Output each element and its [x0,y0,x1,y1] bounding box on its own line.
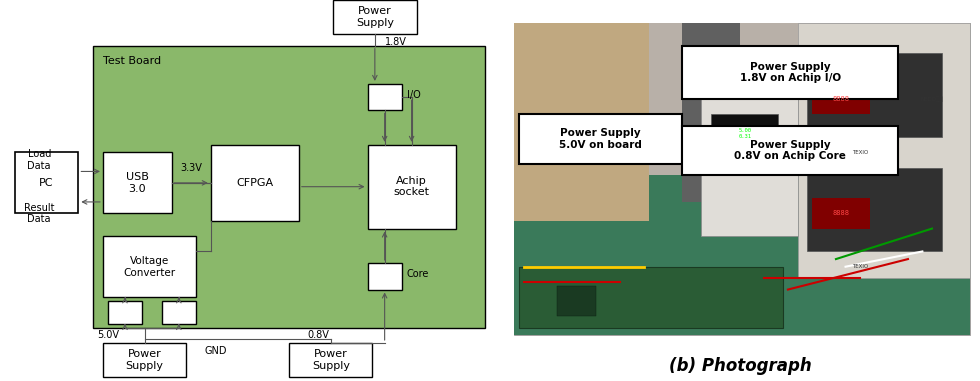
Text: Power
Supply: Power Supply [356,6,394,28]
Bar [93,46,485,328]
Text: 3.3V: 3.3V [180,163,202,173]
Text: TEXIO: TEXIO [852,264,868,269]
Text: Power Supply
0.8V on Achip Core: Power Supply 0.8V on Achip Core [734,140,847,161]
Bar [711,114,778,152]
Bar [103,343,186,377]
Text: Power
Supply: Power Supply [312,349,350,371]
Text: PC: PC [39,178,54,188]
Bar [514,23,970,175]
Bar [798,23,970,278]
Text: Power Supply
5.0V on board: Power Supply 5.0V on board [560,128,642,150]
Text: Core: Core [407,269,429,279]
Bar [682,46,899,99]
Bar [811,84,869,114]
Bar [514,175,970,335]
Text: Result
Data: Result Data [24,203,55,224]
Bar [808,168,942,251]
Text: NEDO専用: NEDO専用 [921,96,943,102]
Text: USB
3.0: USB 3.0 [125,172,149,194]
Text: Load
Data: Load Data [27,149,51,171]
Text: TEXIO: TEXIO [852,150,868,155]
Bar [682,23,740,202]
Bar [514,23,970,335]
Text: I/O: I/O [407,90,420,100]
Text: 8888: 8888 [832,96,850,102]
Bar [558,286,596,316]
Text: (b) Photograph: (b) Photograph [668,357,811,375]
Bar [15,152,78,213]
Text: GND: GND [205,346,226,355]
Bar [702,84,798,236]
Bar [162,301,196,324]
Text: Power
Supply: Power Supply [125,349,164,371]
Bar [103,236,196,297]
Bar [519,114,682,164]
Text: CFPGA: CFPGA [236,178,273,188]
Bar [211,145,299,221]
Text: 5.00
0.31: 5.00 0.31 [738,128,752,139]
Bar [108,301,142,324]
Bar [368,263,402,290]
Text: 1.8V: 1.8V [384,37,407,47]
Bar [519,267,783,328]
Bar [811,198,869,229]
Text: Test Board: Test Board [103,56,161,66]
Bar [682,126,899,175]
Bar [289,343,372,377]
Bar [368,145,456,229]
Bar [514,23,649,221]
Bar [333,0,416,34]
Bar [103,152,172,213]
Bar [808,53,942,137]
Text: 0.8V: 0.8V [308,330,329,340]
Text: 5.0V: 5.0V [97,330,119,340]
Text: 8888: 8888 [832,210,850,216]
Text: Achip
socket: Achip socket [394,176,429,197]
Text: Power Supply
1.8V on Achip I/O: Power Supply 1.8V on Achip I/O [740,62,841,83]
Text: Voltage
Converter: Voltage Converter [123,256,175,277]
Bar [368,84,402,110]
